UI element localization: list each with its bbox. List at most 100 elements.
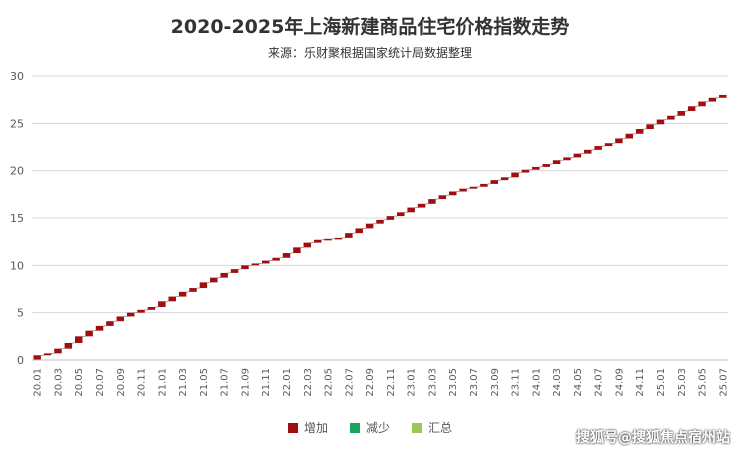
bar-22.10 [376,219,384,224]
bar-22.01 [282,253,291,258]
bar-24.12 [646,124,654,130]
bar-21.07 [220,272,228,278]
bar-24.02 [542,164,550,167]
legend-label-total: 汇总 [428,421,453,435]
bar-22.03 [303,242,312,248]
x-tick-label: 24.09 [614,368,625,397]
x-tick-label: 21.05 [199,368,210,397]
bar-24.11 [635,129,644,134]
bar-22.12 [397,212,405,217]
x-tick-label: 24.05 [573,368,584,397]
bar-24.03 [552,160,561,165]
bar-22.08 [355,228,363,234]
x-tick-label: 23.05 [448,368,459,397]
x-tick-label: 23.11 [511,368,522,397]
x-tick-label: 22.03 [303,368,314,397]
bar-23.03 [428,199,436,204]
x-tick-label: 22.01 [282,368,293,397]
x-tick-label: 24.07 [594,368,605,397]
bar-22.11 [386,216,395,220]
x-tick-label: 23.03 [427,368,438,397]
bar-20.10 [126,312,135,317]
bar-21.10 [251,263,260,266]
bar-20.03 [54,348,62,354]
bar-20.12 [147,306,156,310]
bar-23.04 [438,195,447,200]
bar-21.05 [199,282,208,289]
bar-23.10 [500,177,509,181]
bar-20.11 [137,309,145,313]
bar-24.04 [563,157,571,161]
bar-22.07 [345,233,353,238]
x-tick-label: 25.05 [698,368,709,397]
x-tick-label: 23.07 [469,368,480,397]
legend-item-decrease[interactable]: 减少 [349,419,390,436]
bar-25.06 [708,97,717,102]
bar-22.04 [313,239,322,243]
bar-21.08 [230,269,239,273]
bar-25.03 [677,111,685,116]
x-tick-label: 24.11 [635,368,646,397]
x-axis-ticks: 20.01 20.03 20.05 20.07 20.09 20.11 21.01 21.03… [33,368,730,397]
bar-25.04 [687,106,696,112]
bar-21.02 [168,296,176,302]
bar-22.09 [365,223,374,229]
x-tick-label: 21.09 [240,368,251,397]
legend-item-total[interactable]: 汇总 [412,419,452,436]
x-tick-label: 23.01 [407,368,418,397]
bar-23.06 [459,188,467,192]
bar-20.05 [75,336,83,343]
y-tick-label: 20 [10,165,24,178]
x-tick-label: 20.03 [53,368,64,397]
bar-25.02 [667,115,675,120]
x-tick-label: 22.07 [344,368,355,397]
x-tick-label: 21.01 [157,368,168,397]
bar-25.01 [656,119,665,125]
bar-21.09 [241,265,249,270]
y-tick-label: 15 [10,212,24,225]
bar-25.07 [719,94,727,98]
bar-20.08 [106,321,114,326]
y-tick-label: 5 [17,307,24,320]
bar-25.05 [698,101,706,107]
bar-24.06 [584,149,592,154]
x-tick-label: 22.09 [365,368,376,397]
bar-20.07 [95,325,104,331]
bar-24.01 [532,166,540,170]
legend-item-increase[interactable]: 增加 [287,419,328,436]
bar-22.06 [334,237,343,240]
bar-23.05 [448,191,457,196]
x-tick-label: 20.01 [33,368,44,397]
x-tick-label: 20.07 [95,368,106,397]
bar-20.01 [33,355,41,360]
x-tick-label: 20.09 [116,368,127,397]
chart-title: 2020-2025年上海新建商品住宅价格指数走势 [170,16,570,38]
bar-23.12 [521,169,530,173]
x-tick-label: 25.07 [718,368,729,397]
y-tick-label: 0 [17,354,24,367]
bar-21.12 [272,257,280,261]
bar-23.09 [490,180,499,184]
x-tick-label: 24.03 [552,368,563,397]
x-tick-label: 24.01 [531,368,542,397]
bar-22.05 [324,238,332,241]
gridlines [32,75,728,314]
y-tick-label: 25 [10,117,24,130]
bar-21.11 [261,260,270,264]
legend-swatch-total [412,422,422,433]
bars [33,94,727,360]
x-tick-label: 25.03 [677,368,688,397]
bar-23.11 [511,172,519,178]
legend-swatch-decrease [349,422,360,433]
bar-24.10 [625,133,634,139]
y-axis-ticks: 0 5 10 15 20 25 30 [10,70,24,367]
y-tick-label: 30 [10,70,24,83]
bar-20.06 [85,330,93,337]
bar-22.02 [293,247,301,254]
bar-23.01 [407,207,415,213]
chart-subtitle: 来源：乐财聚根据国家统计局数据整理 [267,46,472,60]
bar-23.08 [480,183,488,187]
connector-lines [40,97,720,356]
y-tick-label: 10 [10,259,24,272]
x-tick-label: 21.03 [178,368,189,397]
